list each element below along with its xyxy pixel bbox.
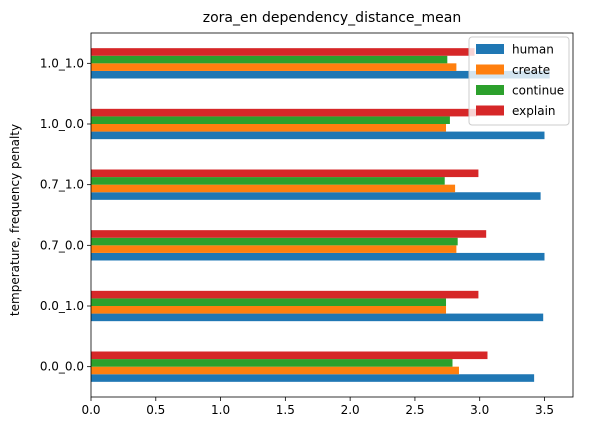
bar-human-0.7_0.0: [91, 253, 544, 261]
bar-explain-0.7_1.0: [91, 170, 478, 178]
bar-create-0.7_0.0: [91, 245, 456, 253]
x-tick-label: 2.5: [405, 403, 424, 417]
bar-explain-0.0_0.0: [91, 352, 487, 360]
bar-create-1.0_0.0: [91, 124, 446, 132]
bar-continue-0.7_1.0: [91, 177, 445, 185]
x-tick-label: 0.5: [146, 403, 165, 417]
chart-title: zora_en dependency_distance_mean: [203, 10, 461, 26]
legend-swatch-human: [476, 44, 504, 54]
bar-explain-1.0_0.0: [91, 109, 477, 117]
bar-explain-0.0_1.0: [91, 291, 478, 299]
bar-continue-0.7_0.0: [91, 238, 458, 246]
bar-continue-1.0_0.0: [91, 116, 450, 124]
legend-label-human: human: [512, 43, 554, 57]
bar-create-0.0_0.0: [91, 367, 459, 375]
y-axis-label: temperature, frequency penalty: [8, 124, 22, 316]
bar-create-0.7_1.0: [91, 185, 455, 193]
legend: human create continue explain: [469, 37, 569, 125]
bar-create-1.0_1.0: [91, 63, 456, 71]
legend-label-create: create: [512, 63, 550, 77]
legend-label-continue: continue: [512, 84, 564, 98]
bar-explain-0.7_0.0: [91, 230, 486, 238]
x-tick-label: 1.5: [276, 403, 295, 417]
y-tick-label: 0.7_0.0: [40, 238, 84, 252]
y-tick-label: 1.0_1.0: [40, 56, 84, 70]
bar-create-0.0_1.0: [91, 306, 446, 314]
x-tick-label: 3.0: [470, 403, 489, 417]
bar-human-1.0_0.0: [91, 132, 544, 140]
bar-human-0.0_1.0: [91, 314, 543, 322]
bar-continue-0.0_0.0: [91, 359, 453, 367]
bar-human-0.7_1.0: [91, 192, 541, 200]
y-tick-label: 0.0_0.0: [40, 360, 84, 374]
legend-label-explain: explain: [512, 104, 556, 118]
x-tick-label: 2.0: [341, 403, 360, 417]
legend-swatch-explain: [476, 106, 504, 116]
bar-continue-0.0_1.0: [91, 298, 446, 306]
y-tick-label: 0.0_1.0: [40, 299, 84, 313]
x-tick-label: 1.0: [211, 403, 230, 417]
bar-continue-1.0_1.0: [91, 56, 447, 64]
y-tick-label: 1.0_0.0: [40, 117, 84, 131]
x-tick-label: 3.5: [535, 403, 554, 417]
legend-swatch-create: [476, 65, 504, 75]
y-tick-label: 0.7_1.0: [40, 178, 84, 192]
x-tick-label: 0.0: [81, 403, 100, 417]
legend-swatch-continue: [476, 85, 504, 95]
bar-human-0.0_0.0: [91, 374, 534, 382]
bar-explain-1.0_1.0: [91, 48, 475, 56]
